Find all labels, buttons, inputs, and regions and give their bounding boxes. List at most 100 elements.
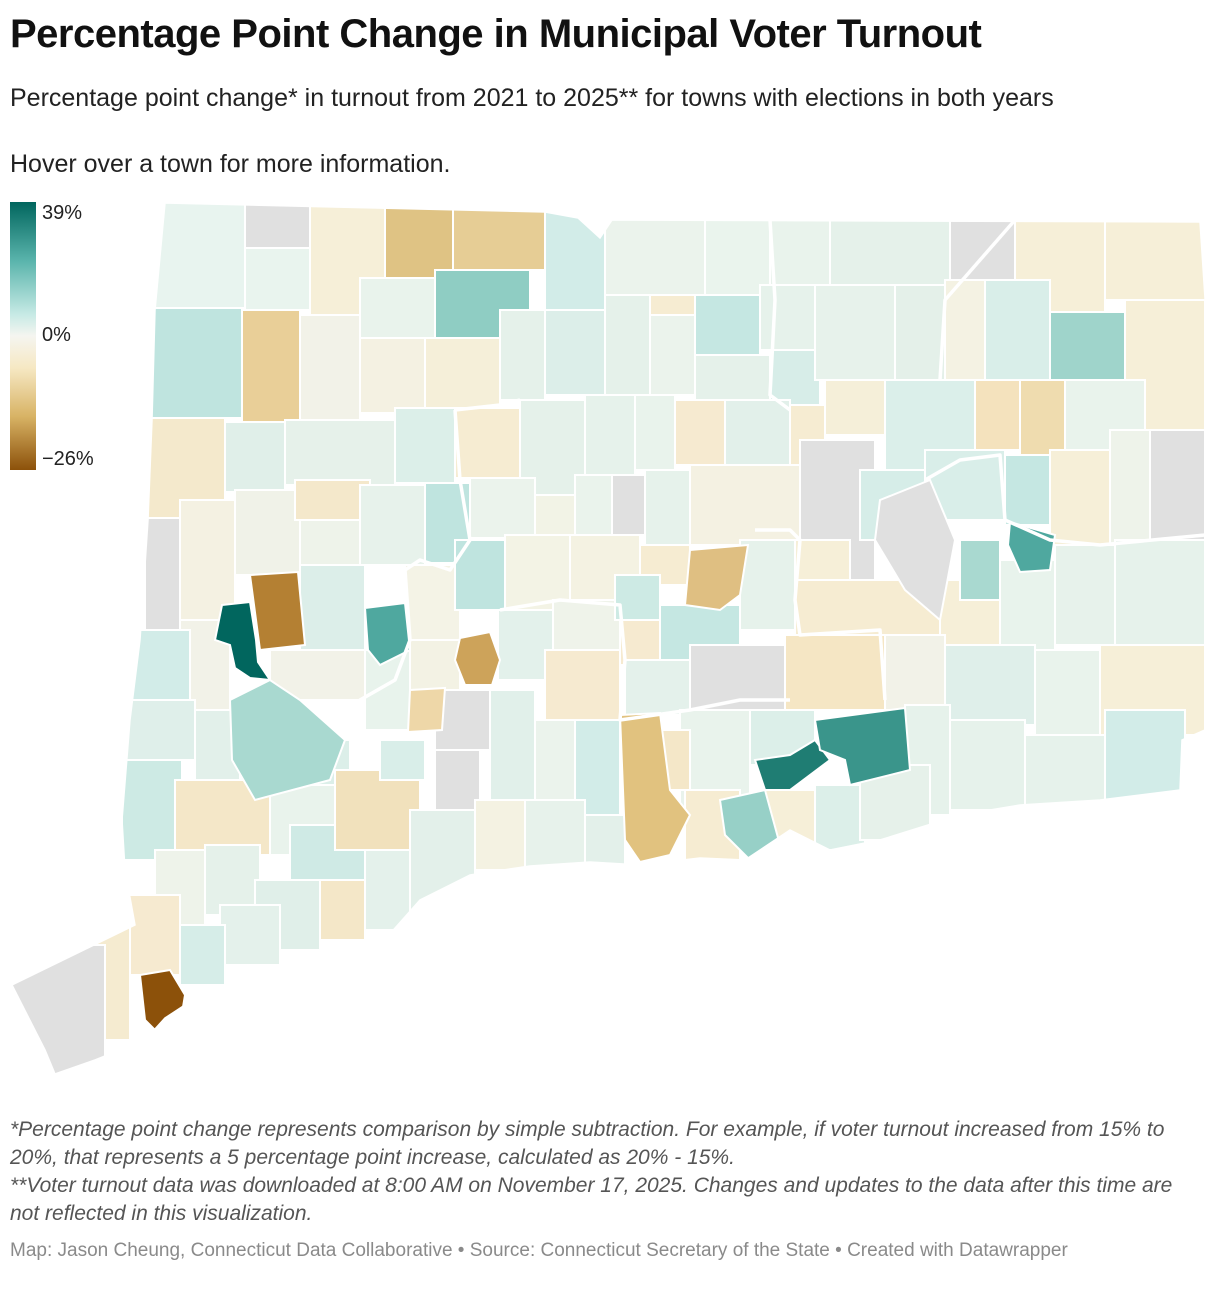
town[interactable] — [724, 399, 791, 466]
town[interactable] — [814, 784, 866, 851]
town[interactable] — [1054, 544, 1116, 646]
town[interactable] — [674, 399, 726, 466]
town[interactable] — [644, 469, 691, 546]
town[interactable] — [244, 200, 321, 249]
town[interactable] — [359, 484, 426, 566]
town[interactable] — [544, 309, 606, 396]
town[interactable] — [683, 543, 750, 612]
town[interactable] — [794, 539, 851, 581]
town[interactable] — [138, 968, 187, 1037]
town[interactable] — [364, 849, 411, 931]
town[interactable] — [124, 699, 196, 761]
town[interactable] — [497, 609, 554, 681]
town[interactable] — [299, 519, 361, 566]
town[interactable] — [944, 279, 986, 381]
town[interactable] — [384, 200, 454, 279]
town[interactable] — [394, 407, 456, 484]
town[interactable] — [813, 706, 912, 787]
town[interactable] — [499, 309, 546, 401]
town[interactable] — [873, 478, 957, 622]
town[interactable] — [379, 739, 426, 781]
town[interactable] — [634, 394, 676, 471]
town[interactable] — [409, 809, 476, 911]
town[interactable] — [454, 407, 521, 479]
town[interactable] — [894, 284, 946, 381]
town[interactable] — [213, 600, 273, 682]
town[interactable] — [949, 200, 1016, 281]
town[interactable] — [234, 489, 301, 576]
town[interactable] — [544, 649, 621, 721]
town[interactable] — [406, 686, 447, 734]
town[interactable] — [949, 719, 1026, 811]
town[interactable] — [363, 601, 412, 667]
town[interactable] — [179, 499, 236, 621]
town[interactable] — [489, 689, 536, 801]
town[interactable] — [1104, 709, 1186, 801]
town[interactable] — [759, 284, 816, 351]
town[interactable] — [1144, 429, 1205, 541]
town[interactable] — [179, 924, 226, 986]
town[interactable] — [1024, 734, 1106, 806]
town[interactable] — [611, 474, 646, 536]
town[interactable] — [769, 200, 831, 286]
town[interactable] — [984, 279, 1051, 381]
town[interactable] — [452, 200, 546, 271]
town[interactable] — [1114, 539, 1205, 646]
town[interactable] — [5, 944, 106, 1085]
town[interactable] — [1034, 649, 1101, 741]
town[interactable] — [1109, 429, 1151, 551]
town[interactable] — [784, 634, 886, 711]
town[interactable] — [359, 337, 426, 414]
town[interactable] — [453, 630, 502, 686]
town[interactable] — [244, 247, 311, 311]
town[interactable] — [884, 634, 946, 711]
town[interactable] — [544, 200, 606, 311]
town[interactable] — [739, 539, 796, 631]
town[interactable] — [624, 659, 691, 716]
town[interactable] — [584, 394, 636, 476]
town[interactable] — [1006, 520, 1057, 574]
town[interactable] — [649, 314, 696, 396]
town[interactable] — [149, 307, 243, 419]
town[interactable] — [604, 294, 651, 396]
town[interactable] — [248, 570, 307, 652]
town[interactable] — [959, 539, 1001, 601]
town[interactable] — [144, 517, 181, 639]
town[interactable] — [829, 200, 951, 286]
town[interactable] — [649, 294, 696, 316]
town[interactable] — [241, 309, 301, 423]
town[interactable] — [534, 494, 576, 536]
town[interactable] — [944, 644, 1036, 726]
town[interactable] — [404, 564, 461, 641]
town[interactable] — [359, 277, 436, 339]
town[interactable] — [284, 419, 396, 486]
town[interactable] — [814, 284, 896, 381]
town[interactable] — [769, 349, 821, 406]
town[interactable] — [469, 477, 536, 539]
town[interactable] — [504, 534, 571, 611]
town[interactable] — [424, 337, 501, 409]
town[interactable] — [219, 904, 281, 966]
town[interactable] — [294, 479, 371, 521]
town[interactable] — [434, 749, 481, 811]
town[interactable] — [319, 879, 366, 941]
town[interactable] — [552, 599, 621, 651]
town[interactable] — [574, 474, 616, 541]
town[interactable] — [753, 738, 832, 791]
town[interactable] — [694, 354, 771, 401]
town[interactable] — [474, 799, 526, 871]
town[interactable] — [1049, 449, 1111, 546]
town[interactable] — [129, 629, 191, 701]
town[interactable] — [224, 421, 286, 493]
town[interactable] — [694, 294, 761, 356]
town[interactable] — [704, 200, 771, 296]
town[interactable] — [584, 814, 626, 866]
town[interactable] — [299, 564, 366, 651]
town[interactable] — [618, 711, 692, 864]
town[interactable] — [409, 639, 461, 691]
town[interactable] — [1104, 200, 1215, 301]
town[interactable] — [121, 759, 183, 861]
connecticut-town-map[interactable] — [0, 195, 1220, 1085]
town[interactable] — [524, 799, 586, 871]
town[interactable] — [228, 678, 347, 802]
